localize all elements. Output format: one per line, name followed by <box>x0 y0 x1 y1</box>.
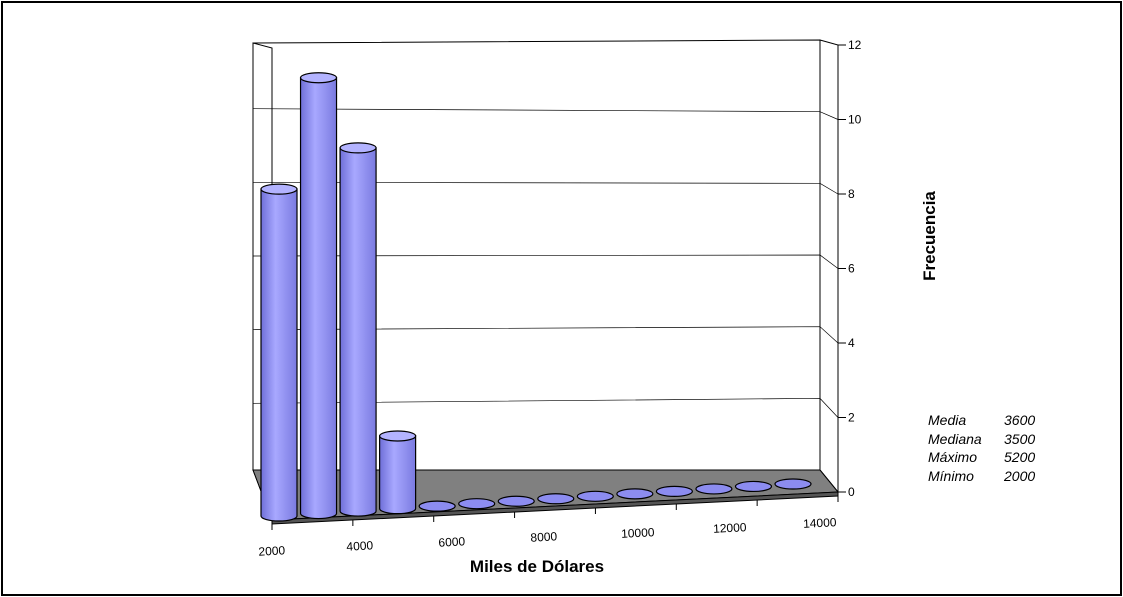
bar <box>734 480 773 493</box>
gridline <box>252 254 839 269</box>
bar-top <box>695 483 733 495</box>
bar <box>537 493 575 505</box>
y-tick-label: 0 <box>848 485 855 499</box>
stat-label: Mínimo <box>928 467 974 484</box>
bar <box>497 495 535 507</box>
bar-body <box>299 77 338 520</box>
bar <box>774 478 812 490</box>
stat-value: 2000 <box>1004 467 1036 484</box>
y-tick-label: 12 <box>848 38 862 52</box>
bar <box>418 500 456 512</box>
stat-row-minimo: Mínimo 2000 <box>928 468 1054 487</box>
bar <box>260 183 298 522</box>
bar-top <box>774 478 812 490</box>
bar <box>379 430 417 515</box>
y-tick-label: 6 <box>848 262 855 276</box>
stat-row-media: Media 3600 <box>928 412 1054 431</box>
bar-body <box>339 147 377 517</box>
summary-stats: Media 3600 Mediana 3500 Máximo 5200 Míni… <box>928 412 1054 486</box>
y-axis-title: Frecuencia <box>920 191 939 281</box>
x-axis-title: Miles de Dólares <box>470 557 604 576</box>
x-tick-label: 14000 <box>803 515 837 531</box>
bar-top <box>734 480 773 493</box>
y-tick-label: 2 <box>848 411 855 425</box>
gridlines <box>252 108 839 418</box>
bar <box>576 490 614 502</box>
bar-body <box>379 435 417 515</box>
stat-row-maximo: Máximo 5200 <box>928 449 1054 468</box>
stat-value: 3500 <box>1004 430 1036 447</box>
stat-value: 5200 <box>1004 449 1036 465</box>
x-tick-label: 2000 <box>258 543 286 558</box>
bar-top <box>616 488 654 500</box>
y-tick-label: 10 <box>848 113 862 127</box>
gridline <box>252 108 839 120</box>
gridline <box>252 326 839 344</box>
stat-row-mediana: Mediana 3500 <box>928 431 1054 450</box>
y-axis: 0 2 4 6 8 10 12 <box>837 38 862 499</box>
bar-top <box>299 72 338 84</box>
bar-top <box>260 183 298 195</box>
bar <box>339 142 377 517</box>
stat-label: Media <box>928 412 967 428</box>
bar-top <box>576 490 614 502</box>
bar-top <box>339 142 377 154</box>
bar-top <box>497 495 535 507</box>
x-tick-label: 6000 <box>438 534 466 549</box>
bar <box>616 488 654 500</box>
stat-label: Máximo <box>928 449 978 465</box>
x-axis: 2000 4000 6000 8000 10000 12000 14000 <box>258 496 839 559</box>
y-tick-label: 8 <box>848 187 855 201</box>
gridline <box>252 397 839 418</box>
x-tick-label: 12000 <box>713 520 747 536</box>
bar-top <box>458 498 496 510</box>
bar <box>655 485 693 497</box>
stat-label: Mediana <box>928 430 982 447</box>
stat-value: 3600 <box>1004 412 1036 428</box>
bar-series <box>260 72 812 522</box>
bar-top <box>418 500 456 512</box>
bar-top <box>655 485 693 497</box>
bar-top <box>537 493 575 505</box>
x-tick-label: 10000 <box>621 525 655 541</box>
bar <box>695 483 733 495</box>
side-wall <box>819 39 839 494</box>
y-tick-label: 4 <box>848 336 855 350</box>
bar-body <box>260 188 298 522</box>
x-tick-label: 8000 <box>530 529 558 544</box>
bar-top <box>379 430 417 442</box>
gridline <box>252 181 839 195</box>
bar <box>299 72 338 520</box>
x-tick-label: 4000 <box>346 538 374 553</box>
bar <box>458 498 496 510</box>
